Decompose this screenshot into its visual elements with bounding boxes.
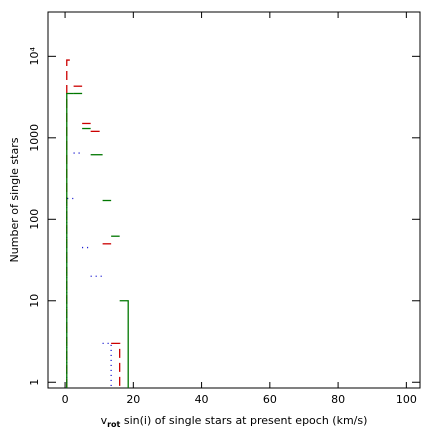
- histogram-step: [66, 59, 74, 388]
- x-tick-label: 100: [396, 393, 417, 406]
- histogram-step: [111, 342, 121, 388]
- y-tick-label: 1000: [28, 124, 41, 152]
- x-tick-label: 40: [195, 393, 209, 406]
- y-tick-label: 100: [28, 209, 41, 230]
- x-label-part: rot: [107, 420, 120, 429]
- y-tick-label: 10: [28, 294, 41, 308]
- x-label-part: v: [101, 414, 108, 427]
- x-axis-label: vrot sin(i) of single stars at present e…: [101, 414, 368, 429]
- x-tick-label: 60: [263, 393, 277, 406]
- x-label-part: sin(i) of single stars at present epoch …: [120, 414, 367, 427]
- y-tick-label: 10⁴: [28, 47, 41, 66]
- x-tick-label: 80: [331, 393, 345, 406]
- x-tick-label: 0: [62, 393, 69, 406]
- y-tick-label: 1: [28, 379, 41, 386]
- histogram-step: [119, 300, 129, 388]
- x-tick-label: 20: [126, 393, 140, 406]
- plot-frame: [47, 11, 421, 389]
- y-axis-label: Number of single stars: [8, 137, 21, 262]
- histogram-step: [66, 92, 74, 388]
